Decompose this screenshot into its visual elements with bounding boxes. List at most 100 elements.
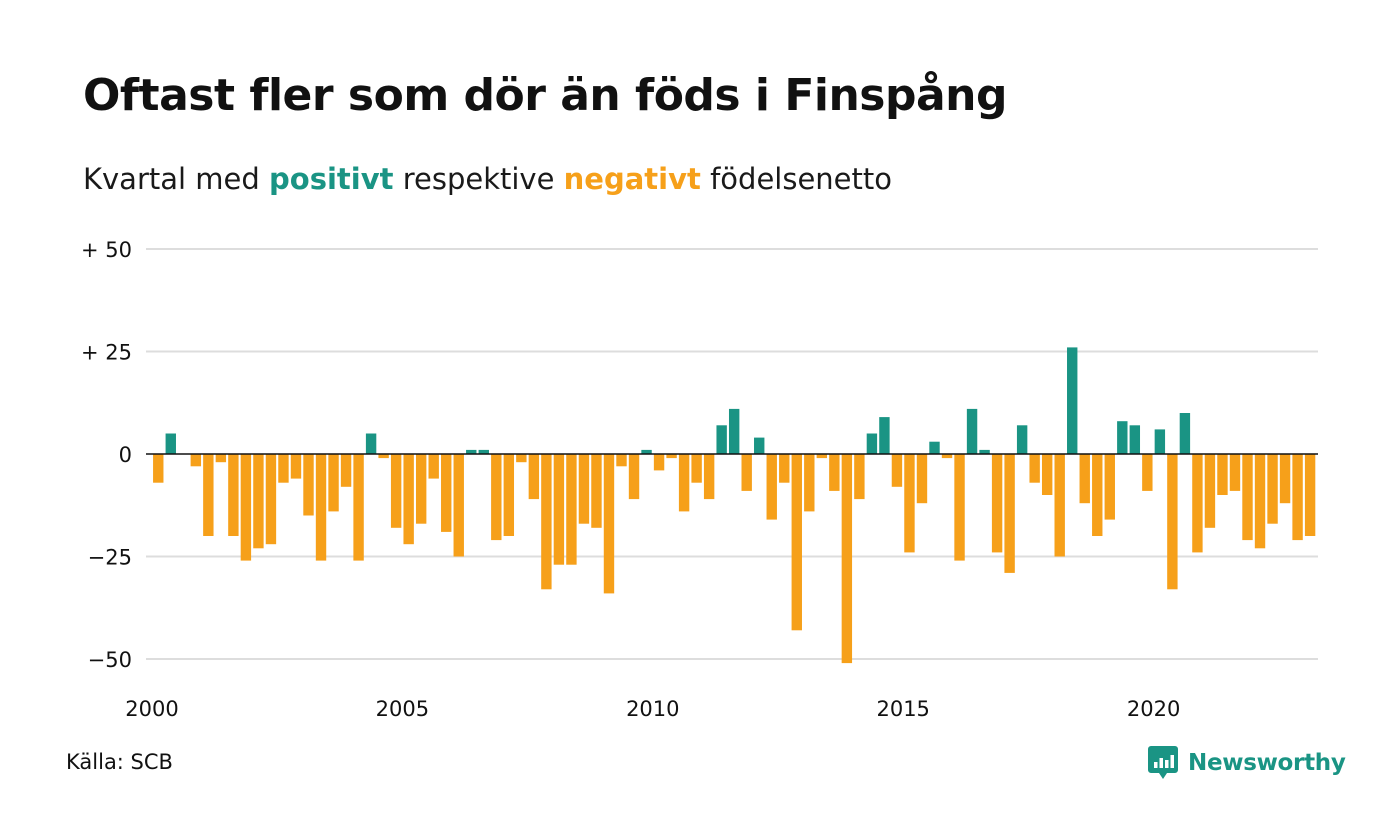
brand-logo: Newsworthy (1148, 744, 1346, 782)
bar (1129, 425, 1141, 454)
bar (1217, 454, 1228, 495)
bar (691, 454, 702, 483)
bar (816, 454, 828, 459)
brand-name: Newsworthy (1188, 750, 1346, 776)
bar (378, 454, 389, 459)
bar (966, 408, 978, 454)
bar (766, 454, 777, 520)
bar (1304, 454, 1316, 536)
bar (1279, 454, 1291, 504)
bar (1092, 454, 1103, 536)
bar (954, 454, 965, 561)
chart-subtitle: Kvartal med positivt respektive negativt… (83, 162, 892, 196)
bar (315, 454, 327, 561)
bar (929, 441, 940, 454)
bar (240, 454, 252, 561)
bar (591, 454, 602, 528)
bar (265, 454, 277, 545)
bar (1242, 454, 1253, 541)
bar (1292, 454, 1303, 541)
bar (190, 454, 202, 467)
bar (203, 454, 214, 536)
bar (328, 454, 339, 512)
bar (1267, 454, 1278, 524)
bar (1029, 454, 1040, 483)
y-tick-label: + 25 (81, 341, 132, 365)
bar (1142, 454, 1153, 491)
bar (403, 454, 414, 545)
bar (491, 454, 502, 541)
bar (841, 454, 853, 664)
bar (1229, 454, 1241, 491)
x-tick-label: 2000 (125, 697, 178, 721)
subtitle-positive-word: positivt (269, 162, 394, 196)
bar (1117, 421, 1128, 454)
bar (616, 454, 627, 467)
bar (1154, 429, 1166, 454)
bar (754, 437, 765, 454)
bar (1004, 454, 1015, 573)
bar (678, 454, 690, 512)
bar (666, 454, 677, 459)
bar (1041, 454, 1053, 495)
bar (941, 454, 953, 459)
y-tick-label: 0 (119, 443, 132, 467)
y-tick-label: −25 (88, 546, 132, 570)
newsworthy-chat-bars-icon (1148, 746, 1178, 779)
bar (991, 454, 1003, 553)
subtitle-text-end: födelsenetto (700, 162, 892, 196)
bar (779, 454, 790, 483)
bar (791, 454, 802, 631)
bar (253, 454, 264, 549)
bars (153, 347, 1316, 664)
bar (854, 454, 865, 500)
bar (278, 454, 289, 483)
bar (829, 454, 840, 491)
bar (441, 454, 452, 532)
bar (340, 454, 352, 487)
bar (979, 449, 990, 454)
bar (741, 454, 752, 491)
bar (716, 425, 727, 454)
bar (728, 408, 740, 454)
bar (641, 449, 652, 454)
bar (303, 454, 314, 516)
bar (1192, 454, 1203, 553)
x-tick-label: 2010 (626, 697, 679, 721)
bar (1167, 454, 1178, 590)
bar (503, 454, 515, 536)
bar (390, 454, 402, 528)
y-tick-label: −50 (88, 648, 132, 672)
x-tick-label: 2015 (876, 697, 929, 721)
bar (466, 449, 477, 454)
bar (891, 454, 903, 487)
bar (1016, 425, 1028, 454)
subtitle-negative-word: negativt (563, 162, 701, 196)
bar (1054, 454, 1065, 557)
x-tick-label: 2020 (1127, 697, 1180, 721)
bar (578, 454, 590, 524)
bar (478, 449, 489, 454)
source-note: Källa: SCB (66, 750, 173, 774)
x-axis-ticks: 2000 2005 2010 2015 2020 (125, 697, 1180, 721)
bar (866, 433, 878, 454)
bar (628, 454, 640, 500)
bar (1079, 454, 1090, 504)
bar (428, 454, 439, 479)
bar (1104, 454, 1115, 520)
bar (1204, 454, 1216, 528)
chart-title: Oftast fler som dör än föds i Finspång (83, 70, 1008, 121)
bar (553, 454, 565, 565)
bar (228, 454, 239, 536)
bar (916, 454, 928, 504)
grid-lines (146, 248, 1318, 660)
bar (1254, 454, 1266, 549)
bar (804, 454, 815, 512)
bar (541, 454, 552, 590)
subtitle-text-start: Kvartal med (83, 162, 270, 196)
bar (215, 454, 227, 463)
y-axis-ticks: + 50 + 25 0 −25 −50 (81, 238, 132, 672)
x-tick-label: 2005 (376, 697, 429, 721)
bar (153, 454, 164, 483)
